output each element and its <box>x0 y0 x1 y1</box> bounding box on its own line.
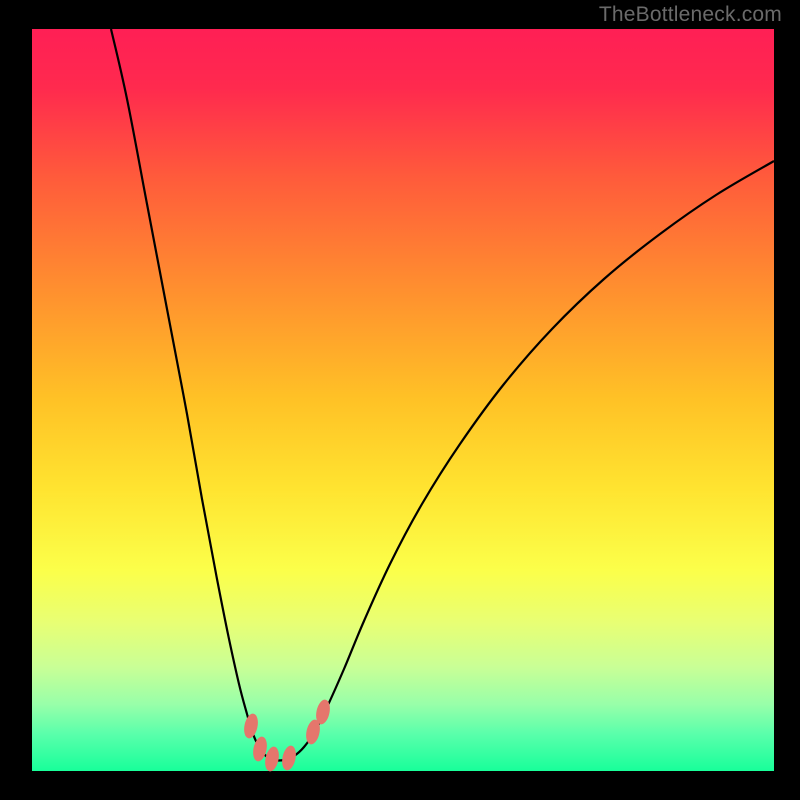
plot-area <box>32 29 774 771</box>
watermark-label: TheBottleneck.com <box>599 3 782 27</box>
chart-svg <box>0 0 800 800</box>
